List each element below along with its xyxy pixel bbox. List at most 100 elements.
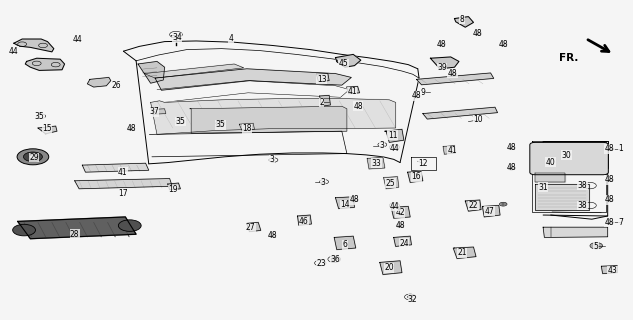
Text: 23: 23 <box>316 260 327 268</box>
Text: 3: 3 <box>379 141 384 150</box>
Circle shape <box>606 198 613 202</box>
Circle shape <box>606 220 613 224</box>
Text: 48: 48 <box>473 29 483 38</box>
Circle shape <box>396 224 404 228</box>
Circle shape <box>499 42 507 46</box>
Circle shape <box>118 220 141 231</box>
Text: 48: 48 <box>267 231 277 240</box>
Text: 14: 14 <box>340 200 350 209</box>
Text: 4: 4 <box>229 34 234 43</box>
Polygon shape <box>298 215 311 225</box>
Polygon shape <box>335 54 361 67</box>
Polygon shape <box>394 236 411 246</box>
Text: 41: 41 <box>447 146 457 155</box>
Text: 48: 48 <box>605 196 615 204</box>
Text: 16: 16 <box>411 172 422 181</box>
Text: 43: 43 <box>608 266 618 275</box>
Polygon shape <box>152 109 166 114</box>
Text: 20: 20 <box>384 263 394 272</box>
Circle shape <box>331 258 337 261</box>
Polygon shape <box>18 217 136 239</box>
Polygon shape <box>385 129 404 142</box>
Text: 45: 45 <box>339 60 349 68</box>
Text: 26: 26 <box>111 81 121 90</box>
Text: 5: 5 <box>594 242 599 251</box>
Circle shape <box>606 178 613 182</box>
Text: 48: 48 <box>506 143 517 152</box>
Text: 48: 48 <box>126 124 136 133</box>
Text: 48: 48 <box>605 144 615 153</box>
Polygon shape <box>320 95 330 106</box>
Polygon shape <box>408 171 423 182</box>
Circle shape <box>396 224 404 228</box>
Circle shape <box>449 72 456 76</box>
Polygon shape <box>14 39 54 52</box>
Polygon shape <box>138 61 165 83</box>
Polygon shape <box>384 177 399 189</box>
Polygon shape <box>316 74 329 82</box>
Polygon shape <box>430 57 459 69</box>
Circle shape <box>508 166 515 170</box>
Circle shape <box>13 224 35 236</box>
Text: 39: 39 <box>437 63 447 72</box>
Text: 8: 8 <box>460 15 465 24</box>
Polygon shape <box>82 163 149 172</box>
Circle shape <box>29 155 37 159</box>
Text: 44: 44 <box>389 202 399 211</box>
Circle shape <box>351 198 358 202</box>
Circle shape <box>413 94 420 98</box>
Circle shape <box>474 32 482 36</box>
Text: 46: 46 <box>299 217 309 226</box>
Polygon shape <box>239 123 254 130</box>
Text: 3: 3 <box>320 178 325 187</box>
Text: 7: 7 <box>618 218 623 227</box>
Text: 11: 11 <box>387 131 398 140</box>
Text: 42: 42 <box>395 208 405 217</box>
Text: 19: 19 <box>168 185 178 194</box>
Text: 48: 48 <box>411 92 422 100</box>
Polygon shape <box>38 126 57 134</box>
Text: 44: 44 <box>72 36 82 44</box>
Polygon shape <box>454 17 473 27</box>
Text: 34: 34 <box>172 33 182 42</box>
Text: 35: 35 <box>215 120 225 129</box>
Circle shape <box>17 149 49 165</box>
Polygon shape <box>25 58 65 70</box>
Text: 48: 48 <box>605 218 615 227</box>
Text: 13: 13 <box>316 75 327 84</box>
Text: 24: 24 <box>399 239 409 248</box>
Circle shape <box>127 127 135 131</box>
Text: 9: 9 <box>420 88 425 97</box>
Polygon shape <box>190 106 347 133</box>
Text: 12: 12 <box>418 159 428 168</box>
Polygon shape <box>347 86 360 94</box>
Text: 27: 27 <box>246 223 256 232</box>
Polygon shape <box>601 266 617 274</box>
Text: 48: 48 <box>395 221 405 230</box>
Text: 15: 15 <box>42 124 52 133</box>
Text: 6: 6 <box>342 240 348 249</box>
Text: 38: 38 <box>577 181 587 190</box>
Circle shape <box>268 233 276 237</box>
Text: 36: 36 <box>330 255 341 264</box>
Text: 40: 40 <box>546 158 556 167</box>
Text: 33: 33 <box>372 159 382 168</box>
Circle shape <box>606 147 613 151</box>
Polygon shape <box>423 107 498 119</box>
Polygon shape <box>535 184 589 210</box>
Circle shape <box>438 42 446 46</box>
Polygon shape <box>543 227 608 237</box>
Text: FR.: FR. <box>559 52 578 63</box>
Text: 37: 37 <box>149 108 159 116</box>
Polygon shape <box>334 236 356 250</box>
Text: 29: 29 <box>29 153 39 162</box>
Polygon shape <box>75 179 172 189</box>
Circle shape <box>23 152 42 162</box>
Text: 48: 48 <box>448 69 458 78</box>
Text: 10: 10 <box>473 116 483 124</box>
Text: 2: 2 <box>319 98 324 107</box>
Circle shape <box>408 296 413 298</box>
Text: 25: 25 <box>385 179 396 188</box>
Text: 30: 30 <box>561 151 572 160</box>
Polygon shape <box>335 197 354 209</box>
